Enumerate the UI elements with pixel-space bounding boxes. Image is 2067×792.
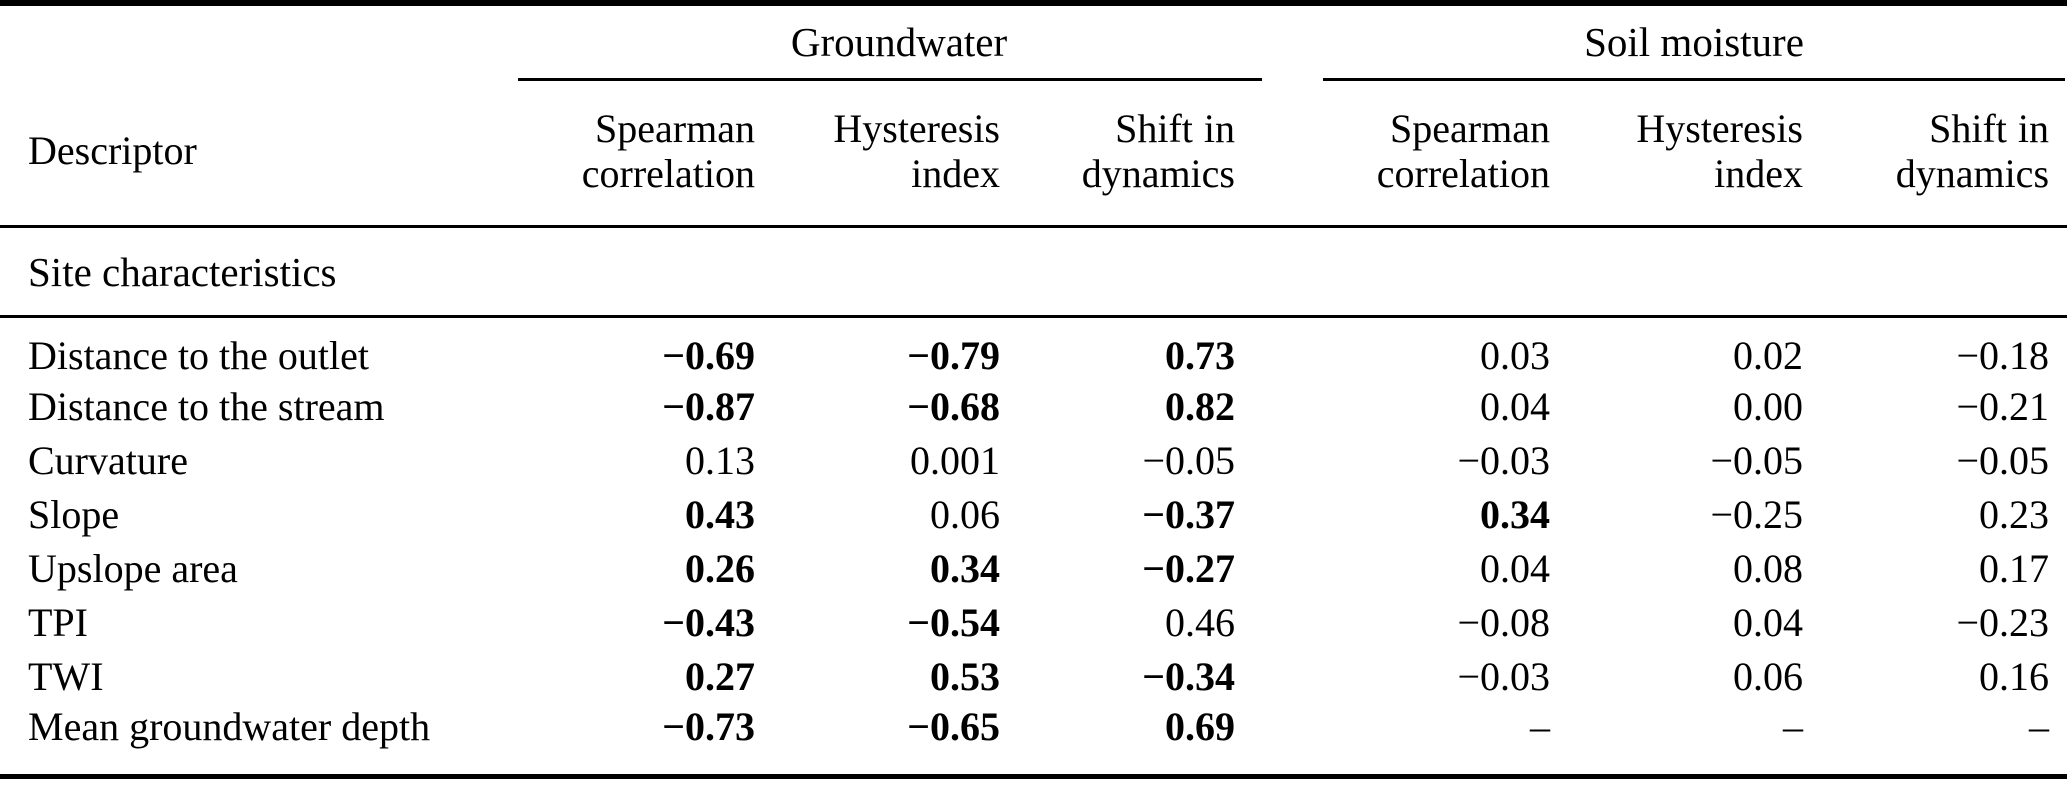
value-cell: 0.04 xyxy=(1733,599,1803,645)
value-cell: −0.87 xyxy=(662,383,755,429)
value-cell: 0.43 xyxy=(685,491,755,537)
soil-moisture-columns-rule xyxy=(1323,78,2065,81)
value-cell: – xyxy=(2029,704,2050,749)
value-cell: 0.02 xyxy=(1733,333,1803,378)
column-header-gw-hysteresis-index: Hysteresis index xyxy=(755,78,1000,228)
value-cell: – xyxy=(1530,704,1550,749)
value-cell: 0.08 xyxy=(1733,545,1803,591)
table-row: TWI 0.27 0.53 −0.34 −0.03 0.06 0.16 xyxy=(0,649,2067,703)
table-row: Distance to the stream −0.87 −0.68 0.82 0.0… xyxy=(0,379,2067,433)
row-label: TPI xyxy=(28,599,88,645)
value-cell: −0.05 xyxy=(1142,437,1235,483)
value-cell: 0.23 xyxy=(1979,491,2050,537)
value-cell: 0.00 xyxy=(1733,383,1803,429)
value-cell: 0.06 xyxy=(930,491,1000,537)
value-cell: 0.82 xyxy=(1165,383,1235,429)
value-cell: 0.73 xyxy=(1165,333,1235,378)
value-cell: 0.26 xyxy=(685,545,755,591)
value-cell: 0.69 xyxy=(1165,704,1235,749)
section-header-site-characteristics: Site characteristics xyxy=(0,226,2067,318)
value-cell: −0.27 xyxy=(1142,545,1235,591)
value-cell: −0.54 xyxy=(907,599,1000,645)
row-label: Distance to the stream xyxy=(28,383,385,429)
value-cell: −0.18 xyxy=(1956,333,2050,378)
value-cell: 0.53 xyxy=(930,653,1000,699)
value-cell: 0.04 xyxy=(1480,383,1550,429)
column-header-sm-spearman-correlation: Spearman correlation xyxy=(1235,78,1550,228)
table-row: TPI −0.43 −0.54 0.46 −0.08 0.04 −0.23 xyxy=(0,595,2067,649)
column-header-sm-shift-in-dynamics: Shift in dynamics xyxy=(1803,78,2067,228)
value-cell: −0.03 xyxy=(1457,437,1550,483)
table-row: Mean groundwater depth −0.73 −0.65 0.69 – – – xyxy=(0,703,2067,777)
value-cell: −0.34 xyxy=(1142,653,1235,699)
value-cell: −0.69 xyxy=(662,333,755,378)
row-label: Upslope area xyxy=(28,545,238,591)
value-cell: −0.73 xyxy=(662,704,755,749)
row-label: Slope xyxy=(28,491,120,537)
group-header-row: Groundwater Soil moisture xyxy=(0,3,2067,78)
value-cell: −0.05 xyxy=(1956,437,2050,483)
value-cell: – xyxy=(1783,704,1803,749)
value-cell: 0.46 xyxy=(1165,599,1235,645)
value-cell: 0.17 xyxy=(1979,545,2050,591)
value-cell: −0.08 xyxy=(1457,599,1550,645)
value-cell: −0.43 xyxy=(662,599,755,645)
value-cell: −0.79 xyxy=(907,333,1000,378)
table-row: Curvature 0.13 0.001 −0.05 −0.03 −0.05 −0.05 xyxy=(0,433,2067,487)
column-header-descriptor: Descriptor xyxy=(0,78,460,228)
row-label: TWI xyxy=(28,653,104,699)
row-label: Curvature xyxy=(28,437,188,483)
table-body: Distance to the outlet −0.69 −0.79 0.73 0.0… xyxy=(0,317,2067,777)
value-cell: −0.03 xyxy=(1457,653,1550,699)
value-cell: −0.25 xyxy=(1710,491,1803,537)
table-row: Upslope area 0.26 0.34 −0.27 0.04 0.08 0.17 xyxy=(0,541,2067,595)
groundwater-columns-rule xyxy=(518,78,1262,81)
value-cell: 0.13 xyxy=(685,437,755,483)
value-cell: 0.34 xyxy=(930,545,1000,591)
row-label: Distance to the outlet xyxy=(28,333,370,378)
value-cell: 0.34 xyxy=(1480,491,1550,537)
value-cell: 0.16 xyxy=(1979,653,2050,699)
group-header-groundwater: Groundwater xyxy=(790,19,1008,65)
value-cell: −0.37 xyxy=(1142,491,1235,537)
column-header-sm-hysteresis-index: Hysteresis index xyxy=(1550,78,1803,228)
column-header-gw-spearman-correlation: Spearman correlation xyxy=(460,78,755,228)
corner-cell xyxy=(0,3,460,78)
value-cell: −0.05 xyxy=(1710,437,1803,483)
value-cell: 0.03 xyxy=(1480,333,1550,378)
value-cell: −0.23 xyxy=(1956,599,2050,645)
value-cell: 0.001 xyxy=(910,437,1000,483)
row-label: Mean groundwater depth xyxy=(28,704,431,749)
group-header-soil-moisture: Soil moisture xyxy=(1584,19,1804,65)
section-header-row: Site characteristics xyxy=(0,226,2067,318)
value-cell: 0.27 xyxy=(685,653,755,699)
value-cell: −0.65 xyxy=(907,704,1000,749)
value-cell: 0.06 xyxy=(1733,653,1803,699)
table-row: Distance to the outlet −0.69 −0.79 0.73 0.0… xyxy=(0,317,2067,380)
value-cell: −0.68 xyxy=(907,383,1000,429)
value-cell: −0.21 xyxy=(1956,383,2050,429)
value-cell: 0.04 xyxy=(1480,545,1550,591)
column-header-row: Descriptor Spearman correlation Hysteres… xyxy=(0,78,2067,228)
column-header-gw-shift-in-dynamics: Shift in dynamics xyxy=(1000,78,1235,228)
table-row: Slope 0.43 0.06 −0.37 0.34 −0.25 0.23 xyxy=(0,487,2067,541)
